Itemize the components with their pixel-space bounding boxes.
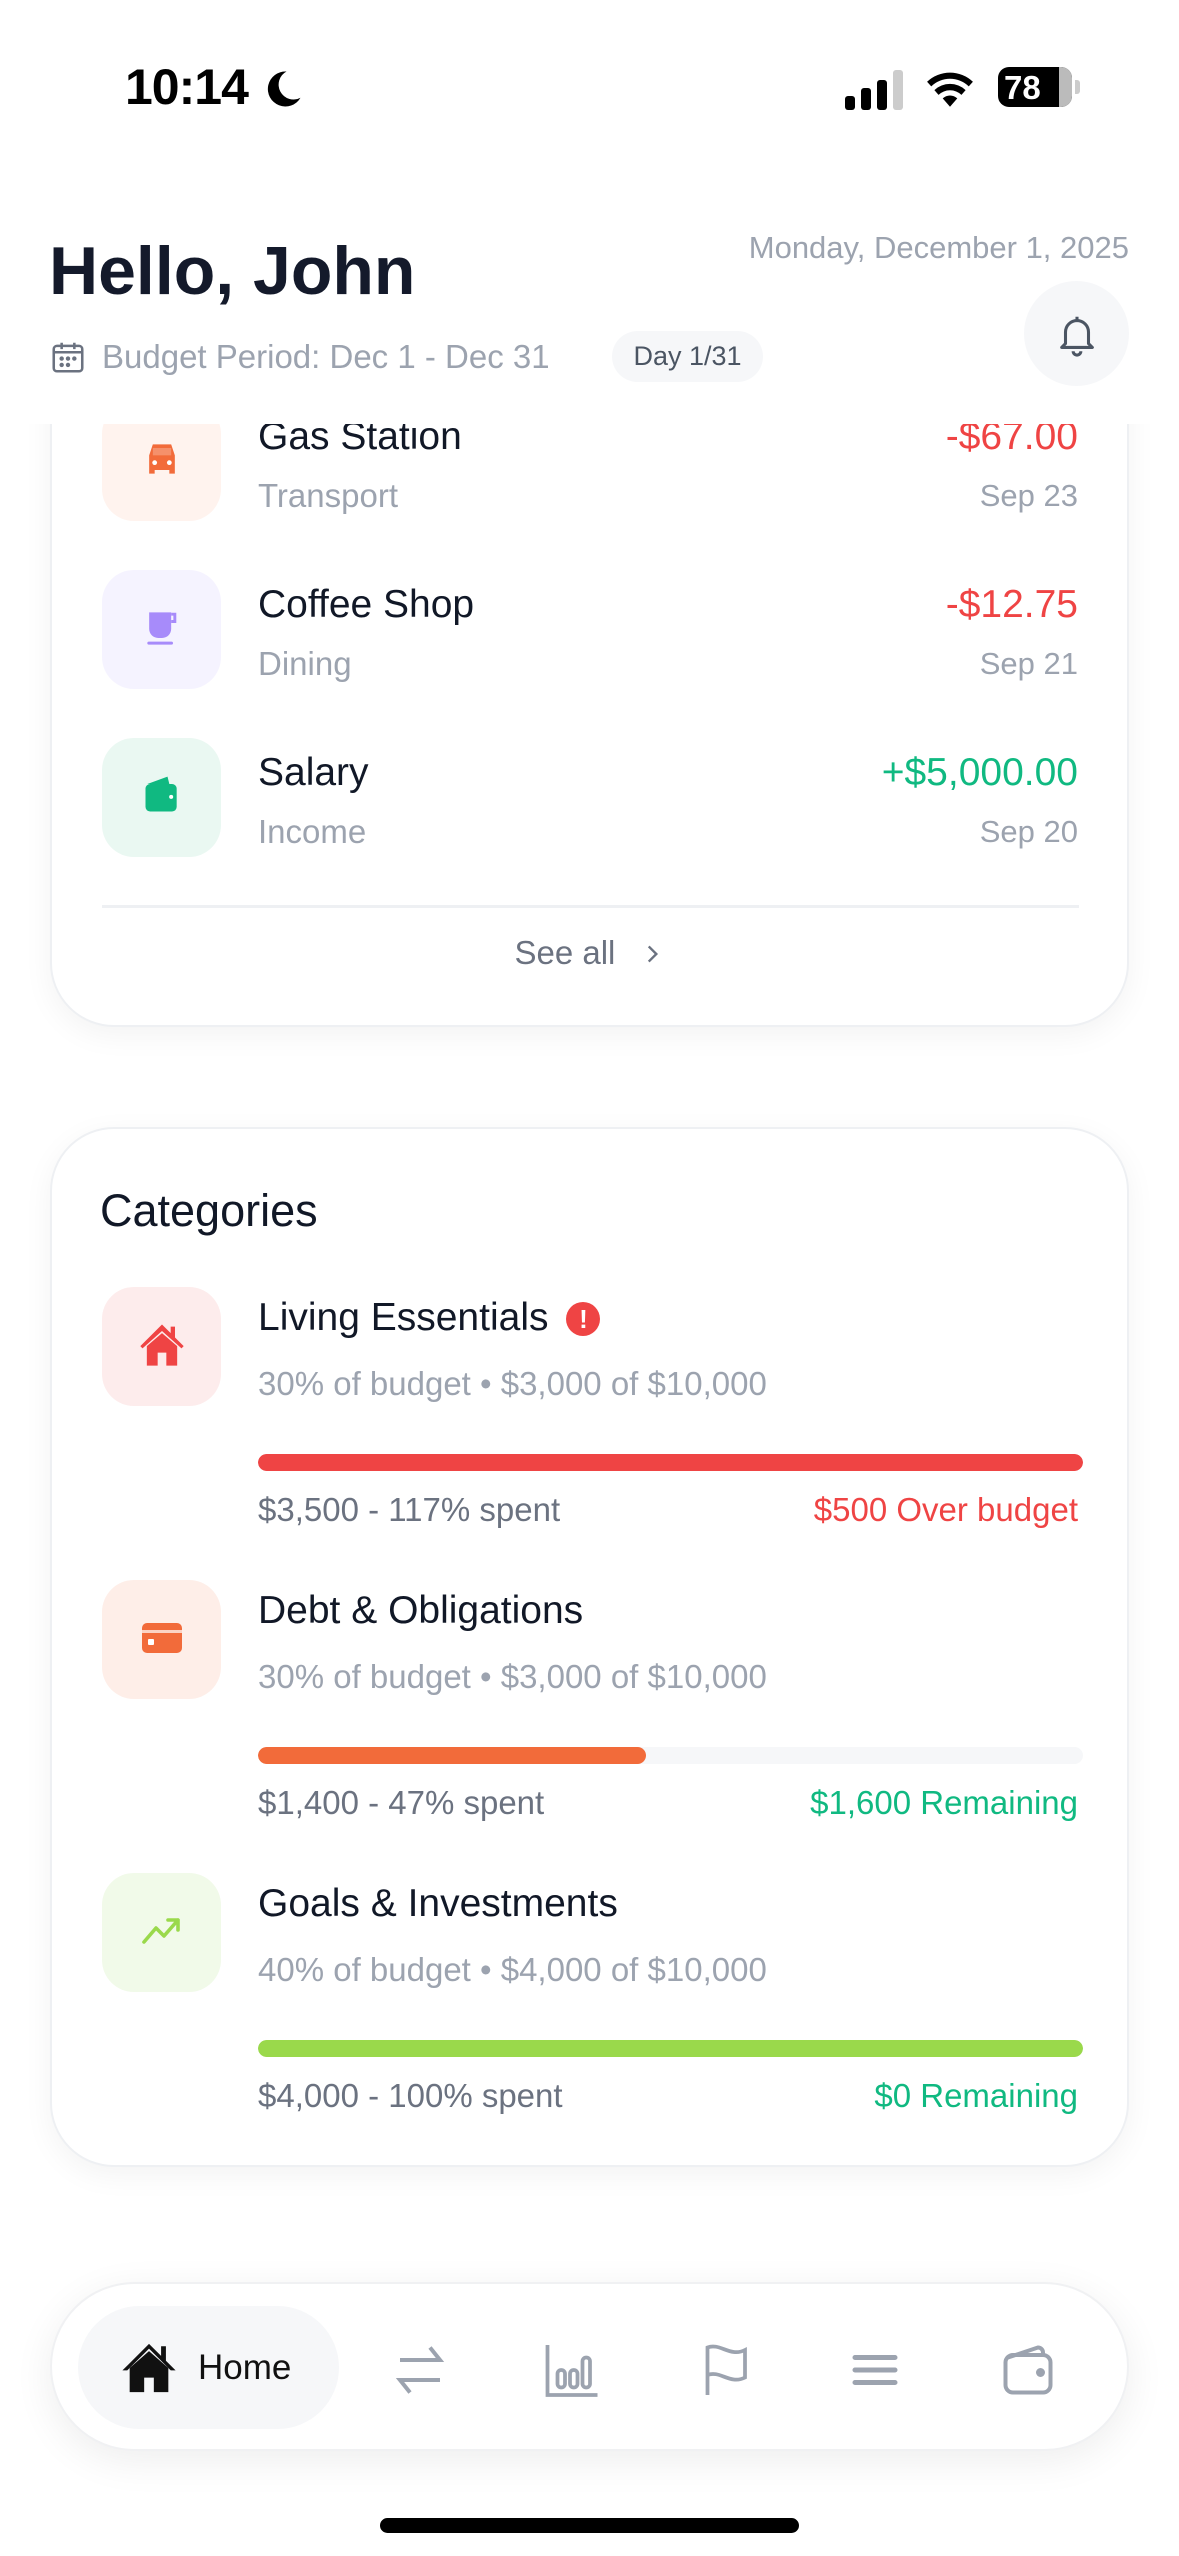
category-status: $0 Remaining [874, 2077, 1078, 2114]
car-icon [140, 437, 184, 486]
category-name-text: Debt & Obligations [258, 1589, 584, 1632]
bell-icon [1059, 316, 1094, 357]
home-icon [136, 1318, 188, 1375]
wallet-icon[interactable] [998, 2340, 1058, 2400]
category-icon-box [102, 1287, 221, 1406]
home-indicator [380, 2518, 799, 2533]
moon-icon [267, 71, 301, 107]
see-all-button[interactable]: See all [52, 934, 1127, 972]
category-detail: 40% of budget • $4,000 of $10,000 [258, 1951, 767, 1988]
category-spent: $3,500 - 117% spent [258, 1491, 561, 1528]
wifi-icon [927, 72, 973, 107]
category-status: $500 Over budget [813, 1491, 1078, 1528]
transaction-row[interactable]: Coffee Shop Dining -$12.75 Sep 21 [52, 570, 1127, 689]
transaction-category: Dining [258, 645, 352, 682]
budget-period: Budget Period: Dec 1 - Dec 31 [102, 338, 550, 375]
category-detail: 30% of budget • $3,000 of $10,000 [258, 1658, 767, 1695]
category-detail: 30% of budget • $3,000 of $10,000 [258, 1365, 767, 1402]
transaction-date: Sep 23 [979, 478, 1078, 513]
category-progress-fill [258, 1747, 646, 1764]
battery-icon: 78 [998, 67, 1072, 107]
current-date: Monday, December 1, 2025 [748, 230, 1129, 265]
category-name-text: Living Essentials [258, 1296, 549, 1339]
categories-title: Categories [100, 1185, 318, 1236]
coffee-icon [140, 605, 184, 654]
transaction-name: Salary [258, 751, 369, 794]
nav-home-label: Home [198, 2348, 292, 2387]
alert-icon: ! [566, 1302, 601, 1336]
battery-level: 78 [1004, 69, 1041, 106]
home-icon [122, 2343, 176, 2393]
transaction-name: Coffee Shop [258, 583, 475, 626]
category-progress-bar [258, 2040, 1083, 2057]
transaction-category: Transport [258, 477, 398, 514]
category-name-text: Goals & Investments [258, 1882, 618, 1925]
category-spent: $1,400 - 47% spent [258, 1784, 545, 1821]
trending-up-icon [138, 1906, 186, 1959]
menu-icon[interactable] [845, 2340, 905, 2400]
transaction-date: Sep 20 [979, 814, 1078, 849]
nav-home[interactable]: Home [78, 2306, 339, 2429]
header: 10:14 78 Hello, John Monday, December 1,… [0, 0, 1179, 424]
category-name: Goals & Investments [258, 1884, 618, 1923]
categories-card: Categories Living Essentials! 30% of bud… [50, 1127, 1129, 2167]
see-all-label: See all [514, 934, 616, 971]
wallet-icon [140, 773, 184, 822]
category-progress-fill [258, 1454, 1083, 1471]
category-name: Debt & Obligations [258, 1591, 583, 1630]
signal-icon [845, 70, 903, 110]
transfer-icon[interactable] [390, 2340, 450, 2400]
transaction-date: Sep 21 [979, 646, 1078, 681]
flag-icon[interactable] [695, 2340, 755, 2400]
transaction-icon-box [102, 738, 221, 857]
day-badge: Day 1/31 [612, 331, 763, 382]
status-time: 10:14 [125, 59, 249, 115]
category-progress-fill [258, 2040, 1083, 2057]
category-row[interactable]: Goals & Investments 40% of budget • $4,0… [52, 1873, 1127, 2133]
category-row[interactable]: Debt & Obligations 30% of budget • $3,00… [52, 1580, 1127, 1840]
transaction-category: Income [258, 813, 367, 850]
category-spent: $4,000 - 100% spent [258, 2077, 563, 2114]
category-status: $1,600 Remaining [810, 1784, 1078, 1821]
transaction-icon-box [102, 570, 221, 689]
chevron-right-icon [647, 945, 658, 963]
category-icon-box [102, 1580, 221, 1699]
bar-chart-icon[interactable] [540, 2340, 600, 2400]
calendar-icon [52, 342, 84, 373]
transaction-amount: +$5,000.00 [881, 751, 1078, 794]
category-progress-bar [258, 1454, 1083, 1471]
category-icon-box [102, 1873, 221, 1992]
category-name: Living Essentials! [258, 1296, 601, 1339]
transaction-amount: -$12.75 [945, 583, 1078, 626]
category-progress-bar [258, 1747, 1083, 1764]
credit-card-icon [138, 1613, 186, 1666]
greeting: Hello, John [49, 233, 416, 309]
category-row[interactable]: Living Essentials! 30% of budget • $3,00… [52, 1287, 1127, 1547]
notifications-button[interactable] [1024, 281, 1129, 386]
transaction-row[interactable]: Salary Income +$5,000.00 Sep 20 [52, 738, 1127, 857]
divider [102, 905, 1079, 908]
